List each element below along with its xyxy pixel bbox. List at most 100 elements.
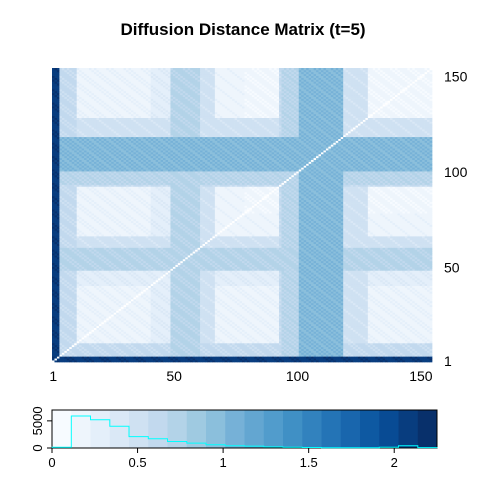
heatmap-cell bbox=[311, 352, 314, 355]
heatmap-cell bbox=[153, 356, 156, 359]
heatmap-cell bbox=[195, 354, 198, 357]
heatmap-cell bbox=[404, 320, 408, 323]
heatmap-cell bbox=[345, 348, 349, 351]
heatmap-cell bbox=[266, 341, 270, 344]
heatmap-cell bbox=[209, 342, 213, 346]
heatmap-cell bbox=[313, 350, 317, 353]
heatmap-cell bbox=[182, 327, 186, 330]
heatmap-cell bbox=[318, 344, 322, 348]
heatmap-cell bbox=[195, 341, 198, 344]
heatmap-cell bbox=[335, 327, 339, 330]
heatmap-cell bbox=[84, 339, 87, 342]
heatmap-cell bbox=[222, 358, 226, 361]
heatmap-cell bbox=[397, 350, 401, 353]
heatmap-cell bbox=[283, 346, 287, 349]
heatmap-cell bbox=[242, 344, 245, 348]
heatmap-cell bbox=[217, 348, 221, 351]
heatmap-cell bbox=[180, 339, 184, 342]
heatmap-cell bbox=[101, 323, 105, 327]
heatmap-cell bbox=[338, 335, 342, 338]
heatmap-cell bbox=[343, 352, 346, 355]
heatmap-cell bbox=[148, 358, 152, 361]
heatmap-cell bbox=[163, 337, 166, 340]
heatmap-cell bbox=[256, 346, 260, 349]
heatmap-cell bbox=[130, 346, 134, 349]
heatmap-cell bbox=[303, 329, 307, 332]
heatmap-cell bbox=[106, 331, 110, 334]
heatmap-cell bbox=[422, 360, 425, 363]
heatmap-cell bbox=[427, 350, 430, 353]
heatmap-cell bbox=[140, 356, 144, 359]
heatmap-cell bbox=[101, 325, 105, 328]
heatmap-cell bbox=[143, 325, 147, 328]
heatmap-cell bbox=[345, 344, 349, 348]
heatmap-cell bbox=[291, 333, 295, 336]
heatmap-cell bbox=[291, 360, 295, 363]
heatmap-cell bbox=[187, 360, 191, 363]
heatmap-cell bbox=[242, 352, 245, 355]
heatmap-cell bbox=[333, 354, 337, 357]
heatmap-cell bbox=[59, 356, 63, 359]
heatmap-cell bbox=[212, 337, 216, 340]
heatmap-cell bbox=[126, 354, 129, 357]
heatmap-cell bbox=[251, 341, 255, 344]
heatmap-cell bbox=[153, 360, 156, 363]
heatmap-cell bbox=[367, 348, 371, 351]
heatmap-cell bbox=[170, 346, 174, 349]
heatmap-cell bbox=[279, 342, 282, 346]
heatmap-cell bbox=[266, 346, 270, 349]
heatmap-cell bbox=[367, 356, 371, 359]
heatmap-cell bbox=[407, 335, 411, 338]
heatmap-cell bbox=[367, 346, 371, 349]
heatmap-cell bbox=[377, 348, 381, 351]
heatmap-cell bbox=[133, 335, 137, 338]
heatmap-cell bbox=[126, 333, 129, 336]
heatmap-cell bbox=[91, 327, 95, 330]
heatmap-cell bbox=[392, 344, 396, 348]
heatmap-cell bbox=[59, 329, 63, 332]
heatmap-cell bbox=[291, 327, 295, 330]
heatmap-cell bbox=[283, 342, 287, 346]
heatmap-cell bbox=[318, 327, 322, 330]
heatmap-cell bbox=[219, 346, 223, 349]
heatmap-cell bbox=[108, 354, 112, 357]
heatmap-cell bbox=[106, 352, 110, 355]
heatmap-cell bbox=[143, 329, 147, 332]
heatmap-cell bbox=[412, 344, 416, 348]
heatmap-cell bbox=[187, 348, 191, 351]
heatmap-cell bbox=[261, 333, 265, 336]
heatmap-cell bbox=[417, 327, 421, 330]
heatmap-cell bbox=[229, 358, 233, 361]
heatmap-cell bbox=[219, 325, 223, 328]
heatmap-cell bbox=[394, 360, 398, 363]
heatmap-cell bbox=[380, 325, 383, 328]
heatmap-cell bbox=[167, 323, 171, 327]
heatmap-cell bbox=[397, 327, 401, 330]
heatmap-cell bbox=[283, 360, 287, 363]
heatmap-cell bbox=[259, 358, 263, 361]
heatmap-cell bbox=[140, 350, 144, 353]
heatmap-cell bbox=[145, 344, 149, 348]
heatmap-cell bbox=[113, 356, 117, 359]
heatmap-cell bbox=[308, 360, 312, 363]
heatmap-cell bbox=[427, 321, 430, 325]
heatmap-cell bbox=[167, 329, 171, 332]
heatmap-cell bbox=[271, 348, 275, 351]
heatmap-cell bbox=[229, 348, 233, 351]
heatmap-cell bbox=[130, 333, 134, 336]
heatmap-cell bbox=[328, 339, 332, 342]
heatmap-cell bbox=[86, 325, 90, 328]
heatmap-cell bbox=[348, 335, 351, 338]
heatmap-cell bbox=[372, 331, 376, 334]
heatmap-cell bbox=[185, 331, 189, 334]
heatmap-cell bbox=[306, 323, 309, 327]
heatmap-cell bbox=[86, 342, 90, 346]
heatmap-cell bbox=[227, 342, 231, 346]
heatmap-cell bbox=[303, 337, 307, 340]
heatmap-cell bbox=[76, 344, 80, 348]
heatmap-cell bbox=[323, 325, 327, 328]
heatmap-cell bbox=[261, 358, 265, 361]
heatmap-cell bbox=[254, 344, 258, 348]
heatmap-cell bbox=[345, 333, 349, 336]
heatmap-cell bbox=[74, 348, 78, 351]
